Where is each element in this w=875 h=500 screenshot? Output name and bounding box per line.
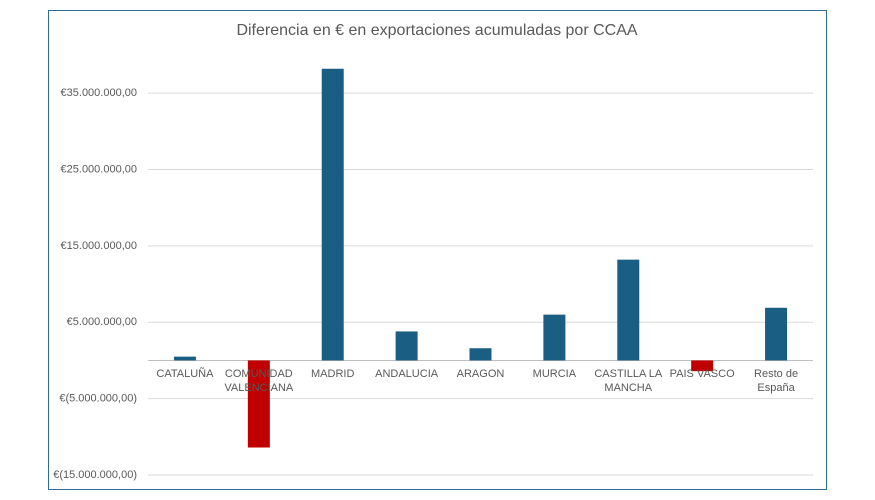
y-tick-label: €35.000.000,00 xyxy=(61,87,137,99)
bar xyxy=(321,68,344,361)
x-tick-label: COMUNIDAD VALENCIANA xyxy=(224,368,294,395)
x-tick-label: MADRID xyxy=(311,368,355,381)
y-tick-label: €15.000.000,00 xyxy=(61,240,137,252)
y-tick-label: €(5.000.000,00) xyxy=(59,393,137,405)
bar xyxy=(395,331,418,361)
bar xyxy=(469,348,492,361)
bar xyxy=(247,360,270,448)
x-tick-label: CATALUÑA xyxy=(156,368,214,381)
chart-frame xyxy=(48,10,827,490)
bar xyxy=(543,314,566,361)
x-tick-label: MURCIA xyxy=(532,368,577,381)
x-tick-label: ARAGON xyxy=(456,368,505,381)
chart-title: Diferencia en € en exportaciones acumula… xyxy=(236,22,637,39)
bar xyxy=(173,356,196,361)
bar xyxy=(691,360,714,372)
bar xyxy=(765,307,788,361)
y-tick-label: €(15.000.000,00) xyxy=(53,469,137,481)
x-tick-label: Resto de España xyxy=(754,368,799,395)
bar xyxy=(617,259,640,361)
y-tick-label: €25.000.000,00 xyxy=(61,163,137,175)
x-tick-label: ANDALUCIA xyxy=(375,368,439,381)
x-tick-label: CASTILLA LA MANCHA xyxy=(594,368,663,395)
y-tick-label: €5.000.000,00 xyxy=(67,316,137,328)
x-tick-label: PAIS VASCO xyxy=(669,368,735,381)
